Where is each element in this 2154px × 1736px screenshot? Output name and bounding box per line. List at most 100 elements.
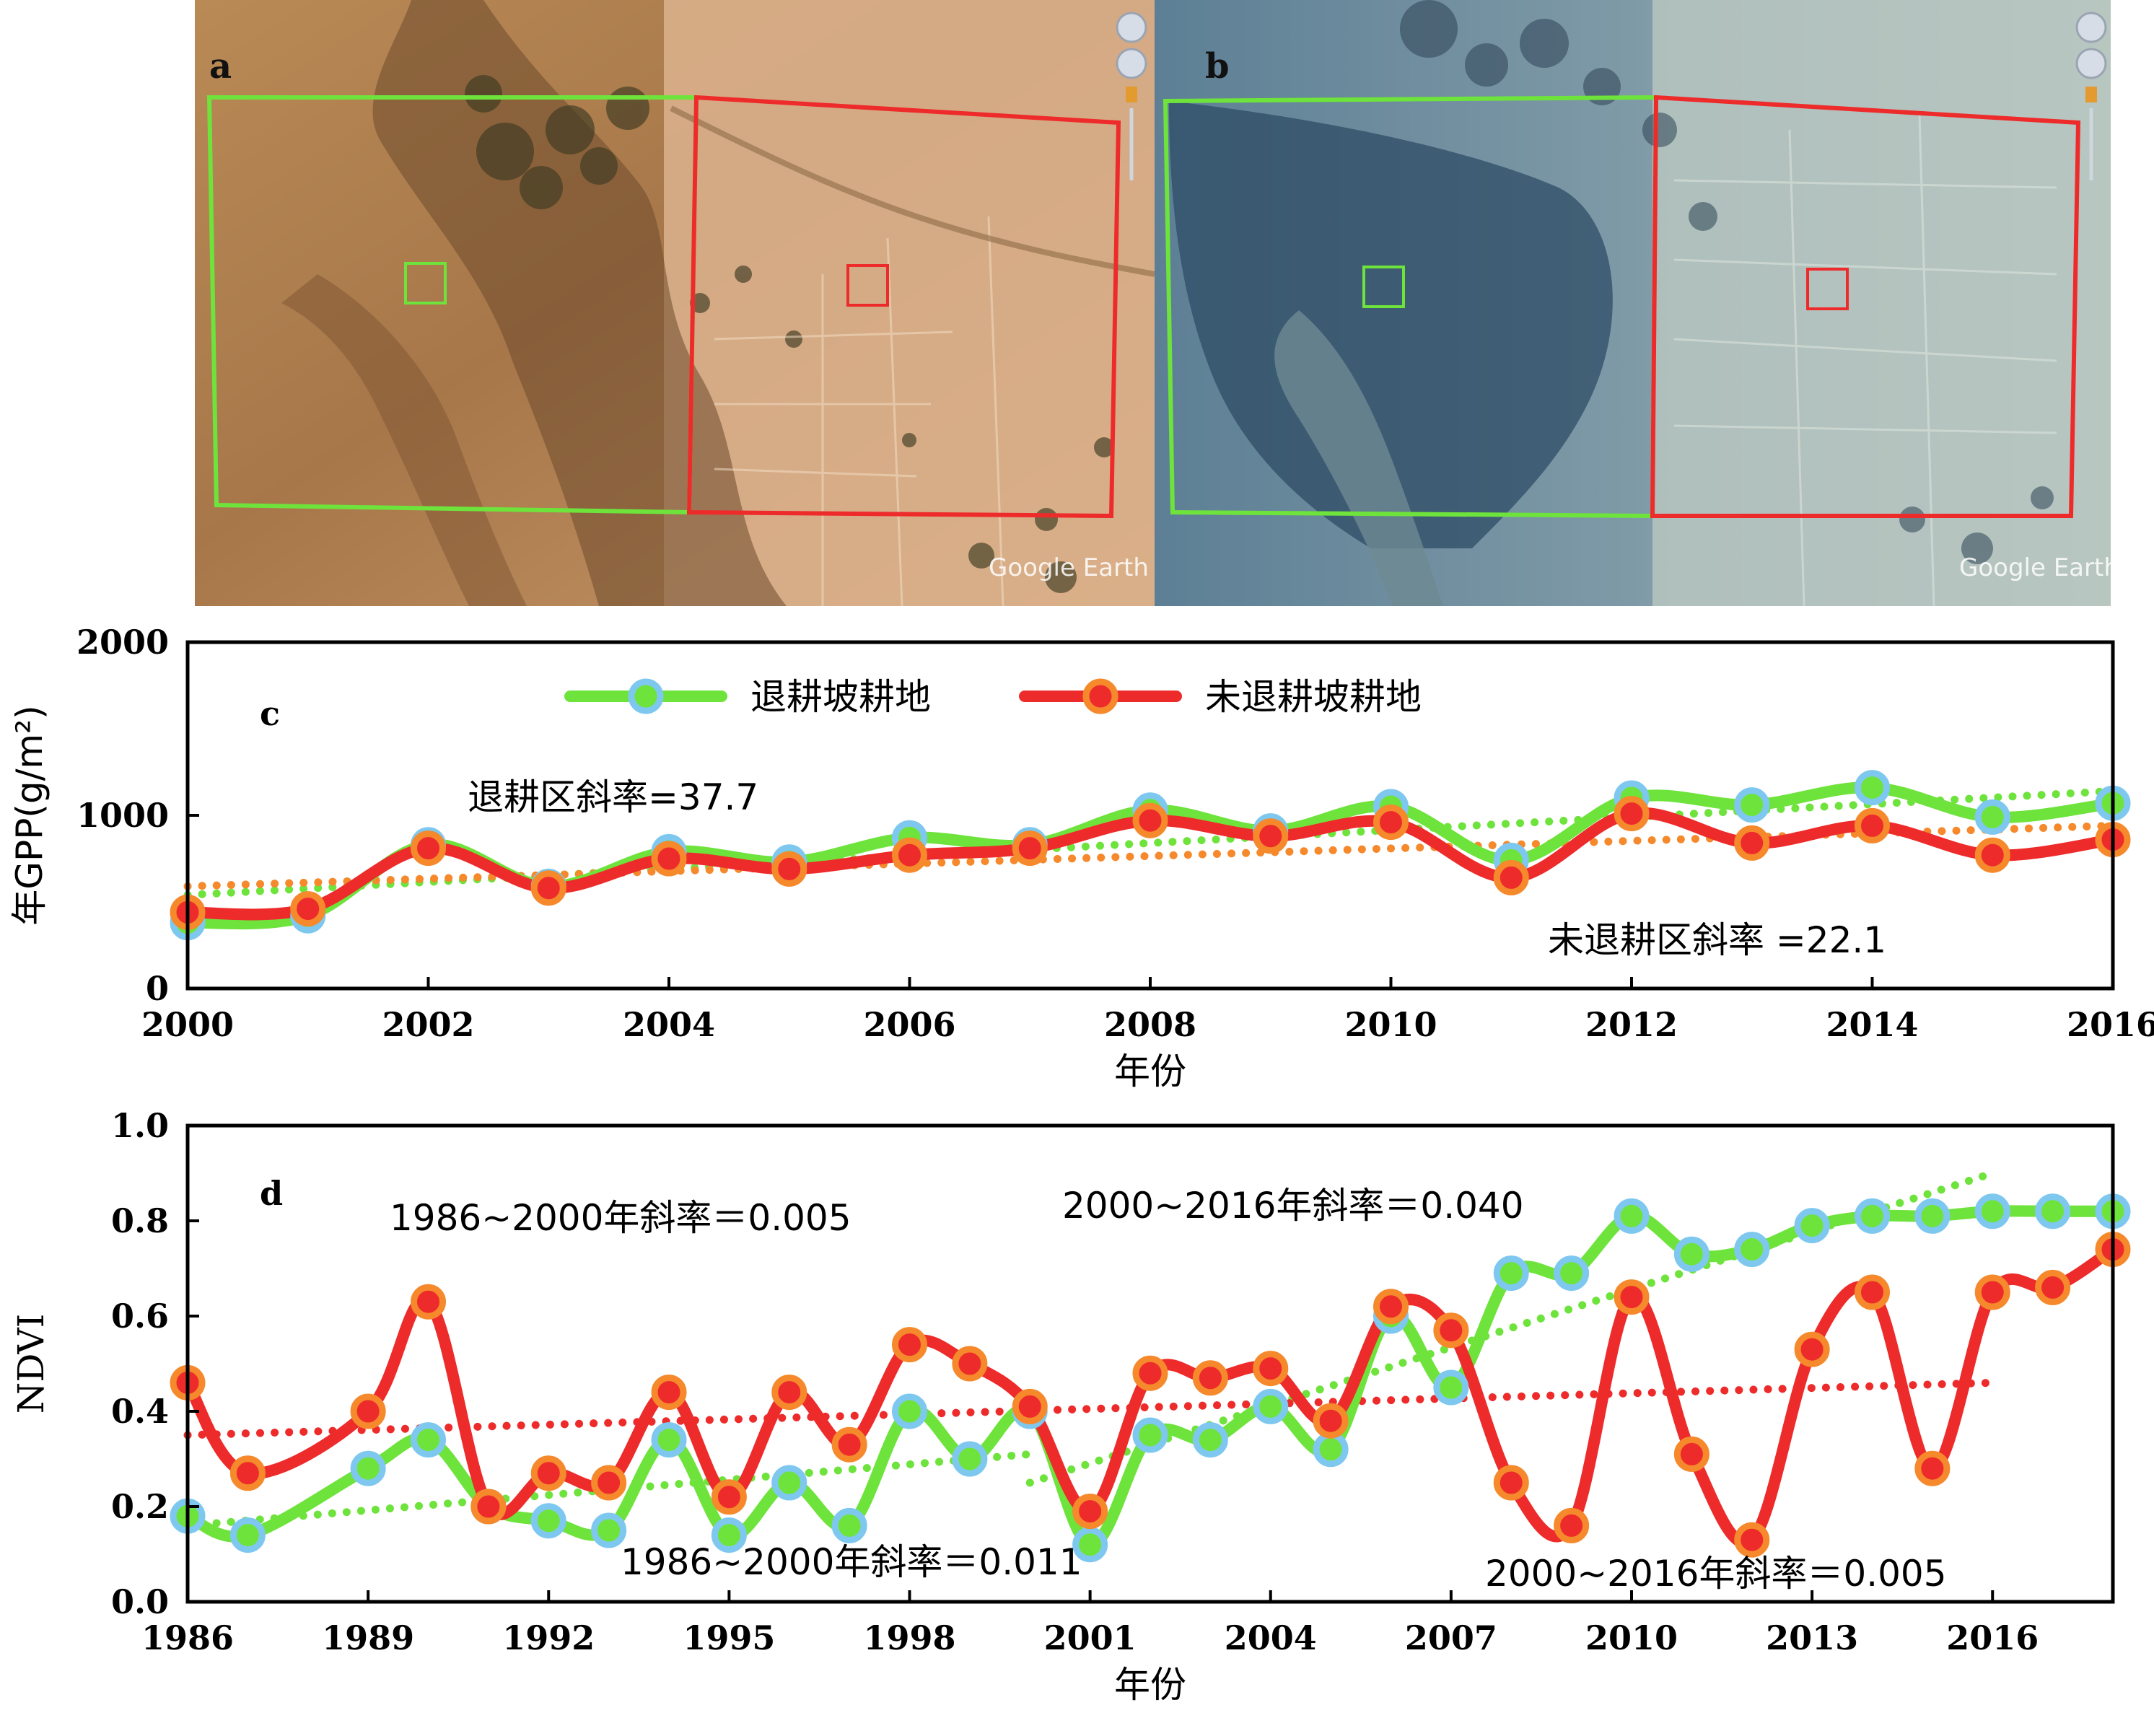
legend-label-retired: 退耕坡耕地 <box>750 676 931 718</box>
chart-c-x-axis-label: 年份 <box>1114 1051 1186 1092</box>
chart-c: 2000 2002 2004 2006 2008 2010 2012 2014 2016 0 100… <box>9 623 2154 1092</box>
data-point-unretired <box>892 837 927 873</box>
data-point-unretired <box>1974 837 2010 873</box>
y-tick-label: 0.8 <box>111 1201 169 1240</box>
x-tick-label: 2016 <box>1946 1618 2039 1657</box>
x-tick-label: 2010 <box>1585 1618 1678 1657</box>
data-point-unretired <box>1253 818 1289 854</box>
data-point-unretired <box>591 1465 627 1501</box>
image-a-label: a <box>209 46 232 87</box>
chart-d-panel-label: d <box>260 1174 283 1213</box>
x-tick-label: 2008 <box>1104 1005 1196 1044</box>
data-point-unretired <box>1192 1360 1228 1396</box>
data-point-retired <box>771 1465 807 1501</box>
data-point-unretired <box>651 841 687 877</box>
x-tick-label: 2002 <box>382 1005 474 1044</box>
y-tick-label: 1.0 <box>111 1106 169 1145</box>
data-point-unretired <box>2035 1269 2071 1305</box>
data-point-retired <box>1914 1198 1951 1234</box>
data-point-retired <box>1855 770 1890 806</box>
data-point-unretired <box>771 1375 807 1411</box>
data-point-retired <box>1132 1417 1168 1453</box>
image-b-label: b <box>1205 46 1230 87</box>
x-tick-label: 1986 <box>141 1618 234 1657</box>
data-point-unretired <box>1614 796 1650 832</box>
data-point-retired <box>2035 1193 2071 1229</box>
x-tick-label: 2016 <box>2067 1005 2154 1044</box>
y-tick-label: 2000 <box>76 623 169 662</box>
x-tick-label: 2014 <box>1826 1005 1918 1044</box>
chart-d-annotation-retired-1986-2000: 1986~2000年斜率＝0.011 <box>621 1541 1082 1583</box>
google-earth-watermark-b: Google Earth <box>1959 553 2111 582</box>
data-point-unretired <box>1614 1279 1650 1315</box>
data-point-retired <box>952 1441 988 1477</box>
data-point-retired <box>1192 1422 1228 1458</box>
data-point-retired <box>411 1422 446 1458</box>
data-point-unretired <box>530 1455 566 1491</box>
y-tick-label: 0 <box>146 969 169 1008</box>
data-point-unretired <box>892 1327 927 1363</box>
x-tick-label: 2013 <box>1766 1618 1858 1657</box>
data-point-retired <box>1554 1255 1590 1292</box>
data-point-retired <box>229 1517 266 1553</box>
data-point-retired <box>711 1517 747 1553</box>
data-point-retired <box>1313 1432 1349 1468</box>
chart-c-panel-label: c <box>260 694 280 733</box>
data-point-unretired <box>1855 1274 1890 1310</box>
x-tick-label: 1989 <box>322 1618 414 1657</box>
x-tick-label: 2001 <box>1044 1618 1137 1657</box>
data-point-unretired <box>470 1489 507 1525</box>
data-point-retired <box>1974 799 2010 835</box>
data-point-unretired <box>1433 1312 1469 1349</box>
data-point-retired <box>530 1503 566 1539</box>
y-tick-label: 0.2 <box>111 1487 169 1526</box>
y-tick-label: 1000 <box>76 796 169 835</box>
x-tick-label: 2012 <box>1585 1005 1678 1044</box>
data-point-unretired <box>1132 802 1168 838</box>
data-point-retired <box>892 1393 927 1429</box>
chart-c-annotation-unretired-slope: 未退耕区斜率 =22.1 <box>1548 919 1886 961</box>
satellite-image-a: a Google Earth <box>195 0 1155 606</box>
data-point-unretired <box>771 851 807 887</box>
data-point-retired <box>1794 1208 1830 1244</box>
chart-d: 1986 1989 1992 1995 1998 2001 2004 2007 2010 2013… <box>10 1106 2131 1706</box>
chart-c-y-axis-label: 年GPP(g/m²) <box>9 705 51 925</box>
data-point-unretired <box>350 1393 386 1429</box>
data-point-unretired <box>1012 1388 1048 1424</box>
data-point-unretired <box>1373 805 1409 841</box>
google-earth-watermark-a: Google Earth <box>989 553 1149 582</box>
y-tick-label: 0.6 <box>111 1297 169 1336</box>
data-point-retired <box>1493 1255 1529 1292</box>
chart-d-frame <box>185 1123 2115 1604</box>
legend-label-unretired: 未退耕坡耕地 <box>1205 676 1422 718</box>
data-point-unretired <box>952 1346 988 1382</box>
chart-c-annotation-retired-slope: 退耕区斜率=37.7 <box>468 776 758 818</box>
data-point-unretired <box>1253 1351 1289 1387</box>
data-point-unretired <box>1974 1274 2010 1310</box>
x-tick-label: 1995 <box>683 1618 775 1657</box>
x-tick-label: 2007 <box>1405 1618 1497 1657</box>
x-tick-label: 2004 <box>623 1005 715 1044</box>
x-tick-label: 2006 <box>863 1005 955 1044</box>
x-tick-label: 1992 <box>502 1618 595 1657</box>
data-point-unretired <box>1554 1507 1590 1543</box>
data-point-unretired <box>1132 1355 1168 1391</box>
x-tick-label: 1998 <box>863 1618 955 1657</box>
data-point-retired <box>1734 1232 1770 1268</box>
data-point-unretired <box>1673 1436 1709 1472</box>
chart-d-annotation-retired-2000-2016: 2000~2016年斜率＝0.040 <box>1062 1185 1524 1227</box>
data-point-retired <box>1974 1193 2010 1229</box>
data-point-retired <box>1433 1369 1469 1406</box>
data-point-unretired <box>1855 807 1890 843</box>
data-point-retired <box>591 1512 627 1548</box>
data-point-unretired <box>290 891 326 927</box>
data-point-unretired <box>1493 1465 1529 1501</box>
chart-d-x-axis-label: 年份 <box>1114 1664 1186 1706</box>
x-tick-label: 2000 <box>141 1005 234 1044</box>
chart-d-annotation-unretired-2000-2016: 2000~2016年斜率＝0.005 <box>1485 1553 1947 1595</box>
data-point-unretired <box>411 1284 446 1320</box>
data-point-retired <box>651 1422 687 1458</box>
satellite-image-b: b Google Earth <box>1155 0 2111 606</box>
data-point-unretired <box>1794 1331 1830 1367</box>
